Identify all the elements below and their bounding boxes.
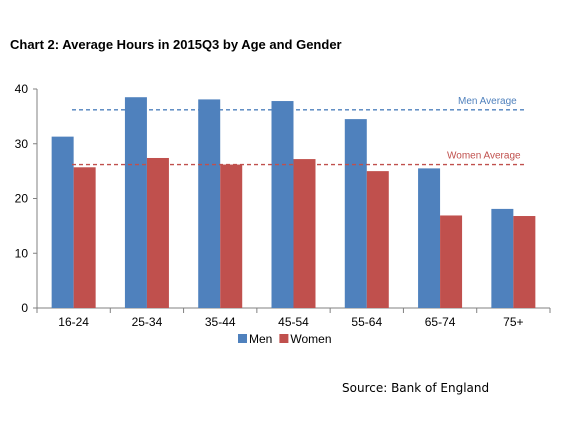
bar-women-35-44 <box>220 164 243 308</box>
x-axis: 16-24 25-34 35-44 45-54 55-64 65-74 75+ <box>36 307 551 329</box>
bar-men-35-44 <box>198 99 221 308</box>
x-tick-label: 16-24 <box>58 315 89 329</box>
legend: Men Women <box>238 332 332 346</box>
legend-label-men: Men <box>249 332 272 346</box>
bar-men-65-74 <box>418 168 441 308</box>
x-tick-label: 25-34 <box>132 315 163 329</box>
y-tick-label: 40 <box>15 82 29 96</box>
y-tick-label: 20 <box>15 192 29 206</box>
x-tick-label: 45-54 <box>278 315 309 329</box>
bars <box>51 97 536 309</box>
source-note: Source: Bank of England <box>342 381 490 395</box>
bar-men-16-24 <box>51 136 74 308</box>
bar-women-25-34 <box>146 157 169 308</box>
y-tick-label: 10 <box>15 246 29 260</box>
y-axis: 0 10 20 30 40 <box>15 82 38 315</box>
legend-label-women: Women <box>290 332 331 346</box>
x-tick-label: 55-64 <box>351 315 382 329</box>
x-tick-label: 75+ <box>503 315 523 329</box>
avg-line-label: Men Average <box>458 96 517 107</box>
x-tick-label: 65-74 <box>425 315 456 329</box>
average-lines: Men Average Women Average <box>72 96 527 166</box>
bar-women-16-24 <box>73 167 96 308</box>
legend-swatch-women <box>279 334 289 343</box>
bar-women-45-54 <box>293 159 316 308</box>
y-tick-label: 0 <box>21 301 28 315</box>
bar-men-75+ <box>491 208 514 308</box>
bar-men-55-64 <box>344 119 367 308</box>
bar-men-25-34 <box>124 97 147 309</box>
bar-women-65-74 <box>440 215 463 308</box>
bar-women-55-64 <box>366 171 389 308</box>
legend-swatch-men <box>238 334 247 343</box>
avg-line-label: Women Average <box>447 151 521 162</box>
bar-men-45-54 <box>271 101 294 308</box>
bar-women-75+ <box>513 216 536 308</box>
chart-title: Chart 2: Average Hours in 2015Q3 by Age … <box>10 37 342 52</box>
x-tick-label: 35-44 <box>205 315 236 329</box>
y-tick-label: 30 <box>15 137 29 151</box>
